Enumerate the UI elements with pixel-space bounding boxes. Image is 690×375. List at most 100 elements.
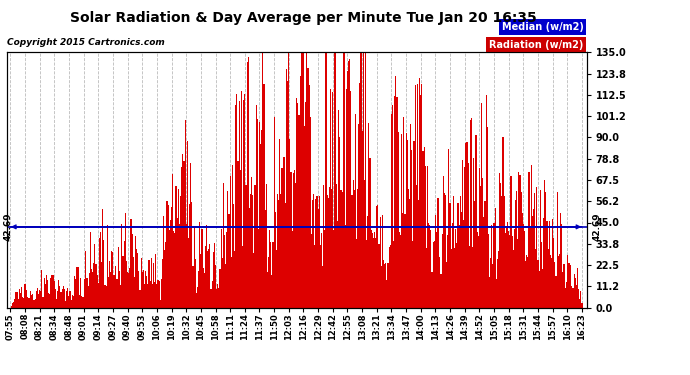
Bar — [479, 168, 480, 308]
Bar — [128, 273, 129, 308]
Bar — [284, 157, 285, 308]
Bar — [532, 216, 533, 308]
Bar — [477, 236, 479, 308]
Bar — [186, 224, 187, 308]
Bar — [424, 166, 426, 308]
Bar — [527, 256, 529, 307]
Bar — [276, 251, 277, 308]
Bar — [305, 102, 306, 308]
Bar — [321, 232, 322, 308]
Bar — [504, 196, 505, 308]
Bar — [456, 243, 457, 308]
Bar — [390, 246, 391, 308]
Bar — [353, 180, 354, 308]
Bar — [11, 306, 12, 308]
Bar — [286, 69, 287, 308]
Bar — [570, 264, 571, 308]
Bar — [554, 262, 555, 308]
Bar — [31, 295, 32, 307]
Bar — [578, 289, 579, 308]
Bar — [517, 238, 518, 308]
Bar — [258, 230, 259, 308]
Bar — [543, 217, 544, 308]
Bar — [248, 57, 249, 308]
Bar — [98, 283, 99, 308]
Bar — [37, 288, 38, 308]
Bar — [473, 158, 474, 308]
Bar — [166, 201, 168, 308]
Bar — [81, 296, 82, 307]
Bar — [332, 92, 333, 308]
Bar — [464, 168, 465, 308]
Bar — [397, 132, 399, 308]
Bar — [137, 253, 138, 308]
Bar — [28, 298, 29, 307]
Bar — [126, 261, 127, 308]
Bar — [536, 187, 538, 308]
Bar — [364, 180, 365, 308]
Bar — [515, 200, 516, 308]
Bar — [235, 105, 237, 308]
Bar — [546, 220, 548, 308]
Bar — [275, 212, 276, 308]
Bar — [457, 203, 459, 308]
Bar — [346, 89, 347, 308]
Bar — [255, 105, 257, 308]
Bar — [232, 165, 233, 308]
Bar — [180, 196, 181, 308]
Bar — [484, 201, 486, 308]
Bar — [571, 286, 573, 308]
Bar — [143, 270, 144, 308]
Bar — [129, 268, 130, 308]
Bar — [132, 257, 134, 307]
Bar — [383, 260, 384, 308]
Bar — [56, 299, 57, 307]
Bar — [67, 288, 68, 308]
Bar — [575, 285, 577, 308]
Bar — [95, 264, 97, 308]
Bar — [200, 254, 201, 308]
Bar — [403, 117, 404, 308]
Bar — [372, 233, 373, 308]
Bar — [513, 250, 514, 307]
Bar — [417, 84, 418, 308]
Bar — [107, 225, 108, 308]
Bar — [540, 190, 541, 308]
Bar — [208, 249, 209, 308]
Bar — [299, 76, 301, 308]
Bar — [386, 280, 388, 308]
Bar — [429, 225, 431, 308]
Bar — [358, 124, 359, 308]
Bar — [328, 198, 329, 308]
Bar — [294, 170, 295, 308]
Bar — [257, 118, 258, 308]
Bar — [402, 213, 403, 308]
Bar — [77, 267, 79, 308]
Bar — [119, 271, 120, 308]
Bar — [324, 230, 326, 308]
Bar — [469, 246, 470, 308]
Bar — [373, 238, 374, 308]
Bar — [411, 150, 413, 308]
Bar — [250, 194, 251, 308]
Bar — [303, 53, 304, 308]
Bar — [486, 127, 488, 308]
Bar — [224, 235, 225, 308]
Bar — [50, 278, 52, 308]
Bar — [124, 241, 125, 308]
Bar — [354, 190, 355, 308]
Bar — [306, 53, 308, 308]
Bar — [360, 53, 362, 308]
Bar — [498, 251, 499, 308]
Bar — [448, 149, 449, 308]
Bar — [197, 287, 198, 308]
Bar — [475, 135, 477, 308]
Bar — [234, 252, 235, 308]
Bar — [116, 279, 117, 308]
Bar — [282, 168, 283, 308]
Bar — [474, 201, 475, 308]
Bar — [410, 124, 411, 308]
Bar — [249, 207, 250, 308]
Bar — [242, 246, 243, 308]
Bar — [43, 278, 45, 308]
